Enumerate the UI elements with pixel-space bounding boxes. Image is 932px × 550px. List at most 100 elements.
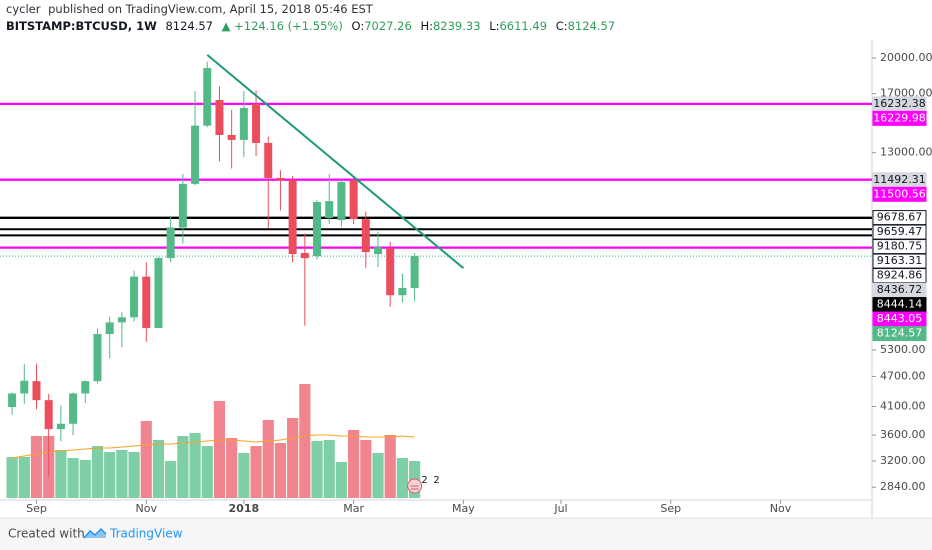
y-tick-label: 3600.00 [880,428,926,441]
volume-bar [372,453,384,498]
x-tick-label: Mar [343,502,364,515]
footer-brand[interactable]: TradingView [109,527,183,541]
candle-body [178,183,187,228]
plot: 20000.0017000.0013000.005300.004700.0041… [0,40,932,518]
publish-line: cycler published on TradingView.com, Apr… [6,2,374,16]
footer-created: Created with [8,527,85,541]
candle-body [20,380,29,394]
event-count: 2 [433,475,439,486]
candle-body [337,181,346,221]
price-label-box [872,326,927,342]
event-flag [410,485,419,490]
volume-bar [30,436,43,498]
x-tick-label: Jul [553,502,567,515]
candle-body [215,99,224,135]
candle-body [264,142,273,178]
price-label: 8124.57 [877,327,923,340]
price-label: 16229.98 [873,111,926,124]
candle-body [227,134,236,140]
brand-logo [83,527,107,539]
low-value: 6611.49 [499,19,547,33]
candle-body [410,256,419,288]
volume-bar [323,440,335,498]
candle-body [325,201,334,219]
y-tick-label: 13000.00 [880,146,932,159]
volume-bar [6,457,18,498]
candle-body [239,107,248,140]
author[interactable]: cycler [6,2,41,16]
candle-body [130,276,139,318]
volume-bar [384,435,396,498]
volume-bar [213,401,226,498]
volume-bar [201,446,213,498]
volume-bar [226,438,238,498]
volume-bar [18,457,30,498]
volume-bar [335,462,348,498]
price-label: 8436.72 [877,283,923,296]
price-label: 9163.31 [877,254,923,267]
candle-body [191,125,200,184]
volume-bar [360,440,372,498]
close-value: 8124.57 [568,19,616,33]
candle-body [105,322,114,335]
x-tick-label: May [452,502,475,515]
price-label-box [872,110,927,126]
volume-bar [55,450,67,498]
candle-body [386,248,395,296]
volume-bar [79,460,91,498]
volume-bar [250,446,262,498]
candle-body [276,177,285,181]
symbol: BITSTAMP:BTCUSD, 1W [6,19,157,33]
candle-body [374,247,383,255]
candle-body [44,400,53,430]
price-label: 9678.67 [877,211,923,224]
change: ▲ +124.16 (+1.55%) [222,19,343,33]
candle-body [8,393,17,408]
volume-bar [189,433,201,498]
candle-body [154,258,163,328]
high-value: 8239.33 [433,19,481,33]
x-tick-label: 2018 [229,502,260,515]
price-label: 16232.38 [873,97,926,110]
candle-body [288,180,297,255]
volume-bar [348,430,360,498]
volume-bar [104,452,116,498]
x-tick-label: Nov [136,502,158,515]
candle-body [313,201,322,257]
candle-body [166,227,175,259]
low-label: L: [489,19,499,33]
candle-body [349,180,358,220]
volume-bar [299,384,311,498]
volume-bar [311,441,323,498]
volume-bar [238,453,250,498]
event-count: 2 [421,475,427,486]
y-tick-label: 3200.00 [880,454,926,467]
symbol-line: BITSTAMP:BTCUSD, 1W 8124.57 ▲ +124.16 (+… [6,19,615,33]
y-tick-label: 4100.00 [880,399,926,412]
volume-bar [128,452,140,498]
price-label: 8924.86 [877,269,923,282]
candle-body [142,276,151,328]
volume-bar [287,418,299,498]
candle-body [398,287,407,296]
published: published on TradingView.com, April 15, … [48,2,374,16]
y-tick-label: 4700.00 [880,369,926,382]
price-label: 9180.75 [877,240,923,253]
close-label: C: [556,19,568,33]
trendline [206,54,465,269]
volume-bar [262,420,274,498]
open-value: 7027.26 [364,19,412,33]
price-label-box [872,186,927,202]
volume-bar [177,436,189,498]
candle-body [117,317,126,323]
price-label: 9659.47 [877,225,923,238]
candle-body [361,219,370,253]
volume-bar [67,458,79,498]
volume-bar [165,461,177,498]
price-label: 11492.31 [873,173,926,186]
y-tick-label: 20000.00 [880,51,932,64]
candle-body [69,393,78,424]
candle-body [300,252,309,259]
